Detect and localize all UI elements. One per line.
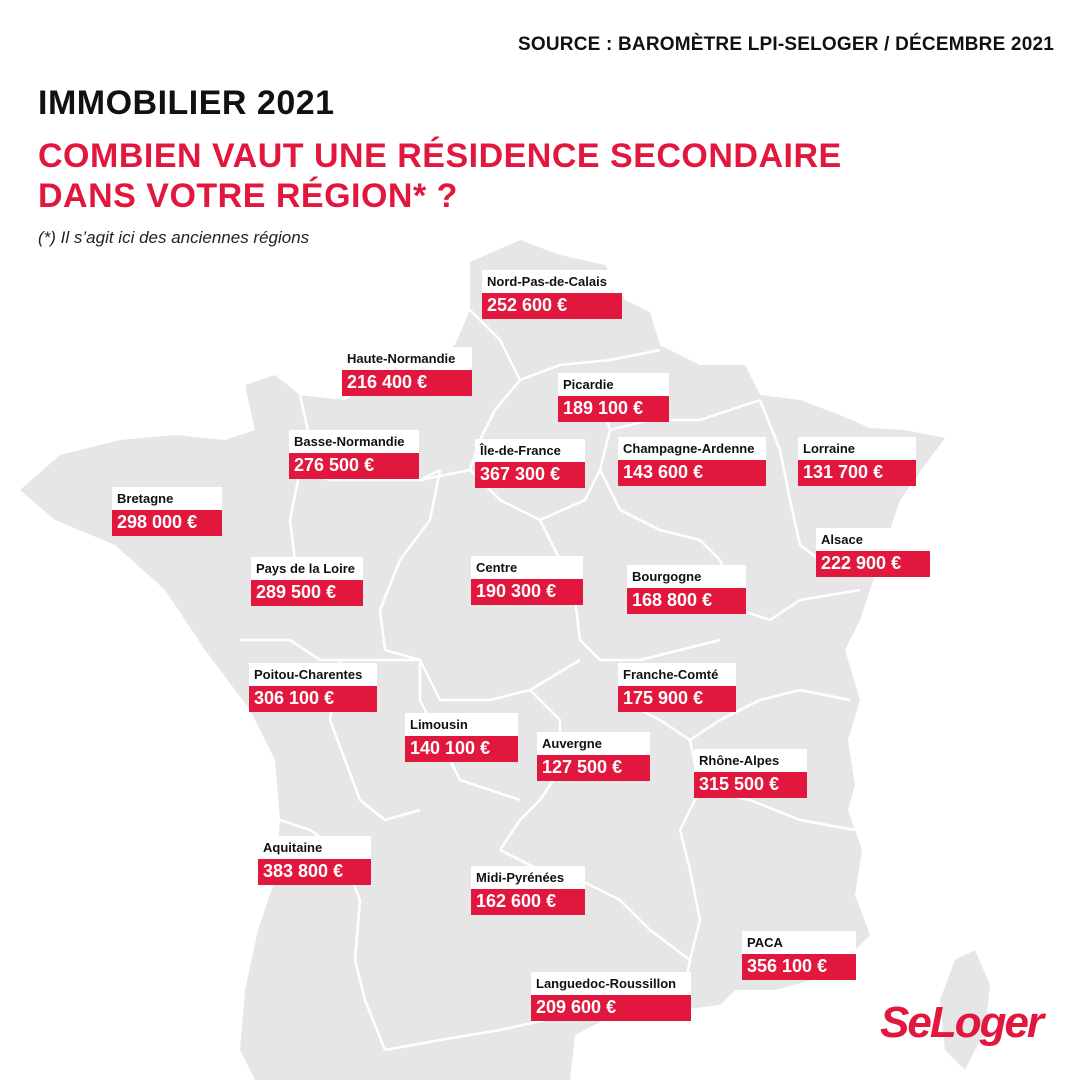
region-label-limousin: Limousin 140 100 € xyxy=(405,713,518,762)
region-label-nord-pas-de-calais: Nord-Pas-de-Calais 252 600 € xyxy=(482,270,622,319)
region-name: Franche-Comté xyxy=(618,663,736,686)
region-price: 252 600 € xyxy=(482,293,622,319)
region-price: 383 800 € xyxy=(258,859,371,885)
region-label-auvergne: Auvergne 127 500 € xyxy=(537,732,650,781)
region-label-pays-de-la-loire: Pays de la Loire 289 500 € xyxy=(251,557,363,606)
region-name: PACA xyxy=(742,931,856,954)
region-name: Alsace xyxy=(816,528,930,551)
subtitle-line-2: DANS VOTRE RÉGION* ? xyxy=(38,177,458,215)
region-label-bourgogne: Bourgogne 168 800 € xyxy=(627,565,746,614)
page-title: IMMOBILIER 2021 xyxy=(38,84,335,122)
region-price: 367 300 € xyxy=(475,462,585,488)
region-label-franche-comte: Franche-Comté 175 900 € xyxy=(618,663,736,712)
region-price: 315 500 € xyxy=(694,772,807,798)
footnote: (*) Il s’agit ici des anciennes régions xyxy=(38,228,310,247)
region-price: 140 100 € xyxy=(405,736,518,762)
region-name: Aquitaine xyxy=(258,836,371,859)
region-price: 189 100 € xyxy=(558,396,669,422)
region-label-basse-normandie: Basse-Normandie 276 500 € xyxy=(289,430,419,479)
region-label-aquitaine: Aquitaine 383 800 € xyxy=(258,836,371,885)
corsica-shape xyxy=(940,950,990,1070)
region-price: 216 400 € xyxy=(342,370,472,396)
region-price: 306 100 € xyxy=(249,686,377,712)
region-price: 222 900 € xyxy=(816,551,930,577)
page-subtitle: COMBIEN VAUT UNE RÉSIDENCE SECONDAIRE DA… xyxy=(38,136,858,216)
region-name: Lorraine xyxy=(798,437,916,460)
region-label-paca: PACA 356 100 € xyxy=(742,931,856,980)
region-name: Limousin xyxy=(405,713,518,736)
region-label-lorraine: Lorraine 131 700 € xyxy=(798,437,916,486)
region-label-picardie: Picardie 189 100 € xyxy=(558,373,669,422)
source-text: SOURCE : BAROMÈTRE LPI-SELOGER / DÉCEMBR… xyxy=(518,34,1054,55)
subtitle-line-1: COMBIEN VAUT UNE RÉSIDENCE SECONDAIRE xyxy=(38,137,842,175)
region-price: 162 600 € xyxy=(471,889,585,915)
region-name: Languedoc-Roussillon xyxy=(531,972,691,995)
region-label-languedoc-roussillon: Languedoc-Roussillon 209 600 € xyxy=(531,972,691,1021)
region-price: 175 900 € xyxy=(618,686,736,712)
region-label-midi-pyrenees: Midi-Pyrénées 162 600 € xyxy=(471,866,585,915)
region-name: Île-de-France xyxy=(475,439,585,462)
region-name: Champagne-Ardenne xyxy=(618,437,766,460)
region-label-champagne-ardenne: Champagne-Ardenne 143 600 € xyxy=(618,437,766,486)
region-label-alsace: Alsace 222 900 € xyxy=(816,528,930,577)
region-name: Midi-Pyrénées xyxy=(471,866,585,889)
region-label-centre: Centre 190 300 € xyxy=(471,556,583,605)
region-price: 356 100 € xyxy=(742,954,856,980)
region-price: 209 600 € xyxy=(531,995,691,1021)
region-name: Poitou-Charentes xyxy=(249,663,377,686)
region-name: Haute-Normandie xyxy=(342,347,472,370)
region-name: Bourgogne xyxy=(627,565,746,588)
region-label-bretagne: Bretagne 298 000 € xyxy=(112,487,222,536)
region-price: 190 300 € xyxy=(471,579,583,605)
region-name: Centre xyxy=(471,556,583,579)
region-name: Pays de la Loire xyxy=(251,557,363,580)
region-price: 298 000 € xyxy=(112,510,222,536)
region-price: 127 500 € xyxy=(537,755,650,781)
region-price: 289 500 € xyxy=(251,580,363,606)
region-price: 276 500 € xyxy=(289,453,419,479)
region-name: Basse-Normandie xyxy=(289,430,419,453)
region-price: 143 600 € xyxy=(618,460,766,486)
region-price: 131 700 € xyxy=(798,460,916,486)
region-name: Picardie xyxy=(558,373,669,396)
region-label-haute-normandie: Haute-Normandie 216 400 € xyxy=(342,347,472,396)
region-label-poitou-charentes: Poitou-Charentes 306 100 € xyxy=(249,663,377,712)
region-price: 168 800 € xyxy=(627,588,746,614)
seloger-logo: SeLoger xyxy=(880,998,1044,1047)
region-name: Auvergne xyxy=(537,732,650,755)
region-name: Nord-Pas-de-Calais xyxy=(482,270,622,293)
region-label-ile-de-france: Île-de-France 367 300 € xyxy=(475,439,585,488)
region-name: Bretagne xyxy=(112,487,222,510)
region-label-rhone-alpes: Rhône-Alpes 315 500 € xyxy=(694,749,807,798)
region-name: Rhône-Alpes xyxy=(694,749,807,772)
